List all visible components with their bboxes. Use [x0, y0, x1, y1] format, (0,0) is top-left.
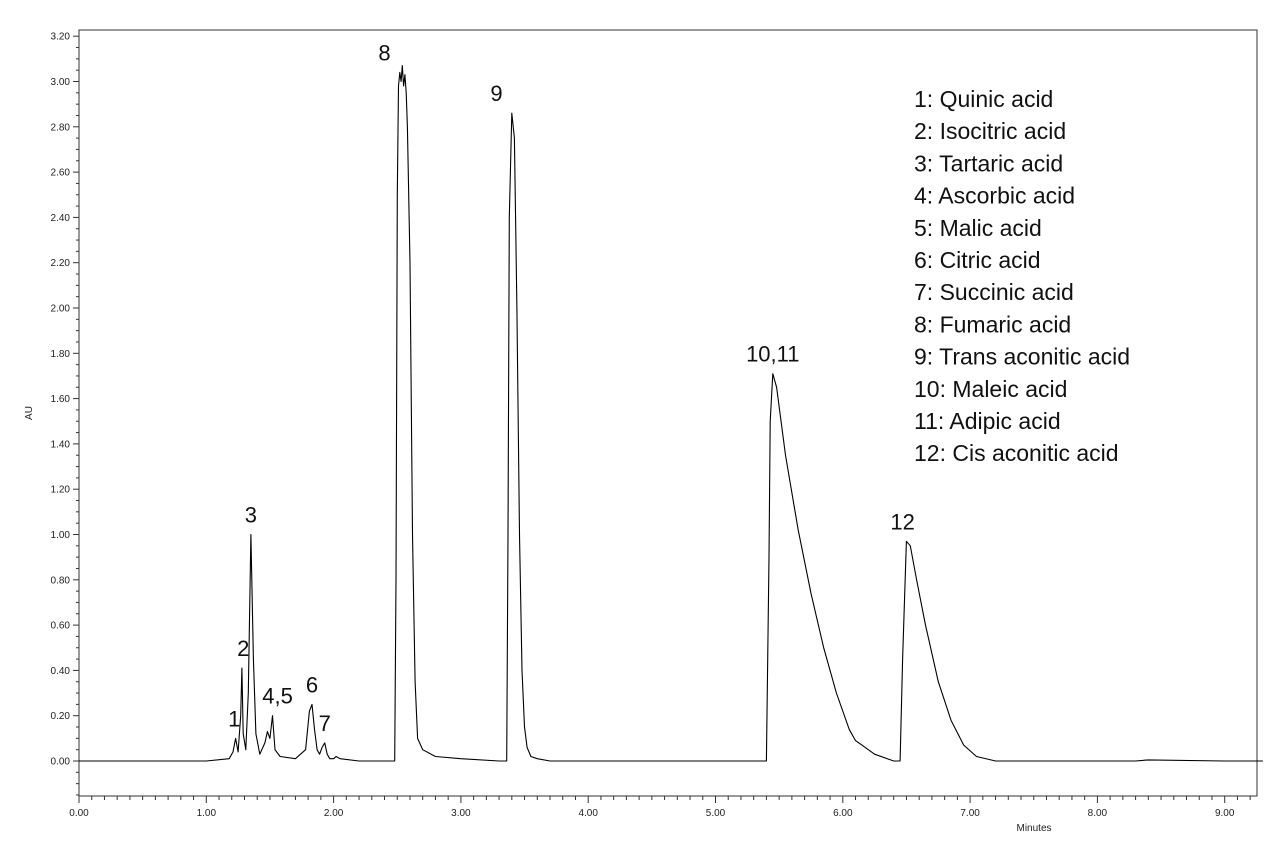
peak-label: 10,11	[746, 342, 799, 367]
y-tick-label: 0.20	[51, 711, 71, 722]
y-tick-label: 0.00	[51, 757, 71, 768]
y-tick-label: 2.60	[51, 168, 71, 179]
peak-label: 6	[306, 672, 318, 697]
y-tick-label: 2.00	[51, 304, 71, 315]
compound-legend: 1: Quinic acid 2: Isocitric acid 3: Tartar…	[914, 86, 1130, 466]
x-axis-title: Minutes	[1016, 823, 1051, 834]
legend-entry: 12: Cis aconitic acid	[914, 440, 1119, 466]
x-tick-label: 2.00	[324, 808, 344, 819]
y-tick-label: 1.60	[51, 394, 71, 405]
legend-entry: 10: Maleic acid	[914, 376, 1067, 402]
peak-label: 2	[237, 636, 249, 661]
legend-entry: 1: Quinic acid	[914, 86, 1053, 112]
x-tick-label: 1.00	[197, 808, 217, 819]
legend-entry: 5: Malic acid	[914, 215, 1042, 241]
peak-label: 3	[245, 503, 257, 528]
legend-entry: 7: Succinic acid	[914, 279, 1074, 305]
x-tick-label: 3.00	[451, 808, 471, 819]
y-tick-label: 2.80	[51, 122, 71, 133]
y-tick-label: 3.00	[51, 77, 71, 88]
legend-entry: 2: Isocitric acid	[914, 118, 1066, 144]
chromatogram-trace	[79, 65, 1263, 762]
y-tick-label: 0.80	[51, 575, 71, 586]
peak-label: 9	[490, 81, 502, 106]
y-tick-label: 1.80	[51, 349, 71, 360]
x-axis-ticks: 0.00 1.00 2.00 3.00 4.00 5.00 6.00 7.00 8.00 9.00	[69, 796, 1251, 819]
peak-label: 8	[378, 40, 390, 65]
y-axis-title: AU	[24, 406, 35, 420]
y-tick-label: 1.20	[51, 485, 71, 496]
y-tick-label: 0.60	[51, 621, 71, 632]
peak-label: 7	[319, 711, 331, 736]
x-tick-label: 8.00	[1088, 808, 1108, 819]
y-tick-label: 2.40	[51, 213, 71, 224]
legend-entry: 9: Trans aconitic acid	[914, 344, 1130, 370]
x-tick-label: 7.00	[960, 808, 980, 819]
y-tick-label: 2.20	[51, 258, 71, 269]
legend-entry: 11: Adipic acid	[914, 408, 1061, 434]
legend-entry: 6: Citric acid	[914, 247, 1041, 273]
x-tick-label: 4.00	[578, 808, 598, 819]
legend-entry: 8: Fumaric acid	[914, 311, 1071, 337]
x-tick-label: 5.00	[706, 808, 726, 819]
peak-label: 1	[228, 706, 240, 731]
y-tick-label: 1.40	[51, 439, 71, 450]
x-tick-label: 6.00	[833, 808, 853, 819]
y-tick-label: 3.20	[51, 32, 71, 43]
plot-frame	[78, 29, 1258, 797]
legend-entry: 4: Ascorbic acid	[914, 183, 1075, 209]
y-axis-ticks: 0.00 0.20 0.40 0.60 0.80 1.00 1.20 1.40 1.60 1.80…	[51, 32, 79, 796]
peak-label: 4,5	[262, 684, 293, 709]
peak-label: 12	[890, 509, 914, 534]
y-tick-label: 0.40	[51, 666, 71, 677]
y-tick-label: 1.00	[51, 530, 71, 541]
x-tick-label: 9.00	[1215, 808, 1235, 819]
x-tick-label: 0.00	[69, 808, 89, 819]
legend-entry: 3: Tartaric acid	[914, 150, 1063, 176]
